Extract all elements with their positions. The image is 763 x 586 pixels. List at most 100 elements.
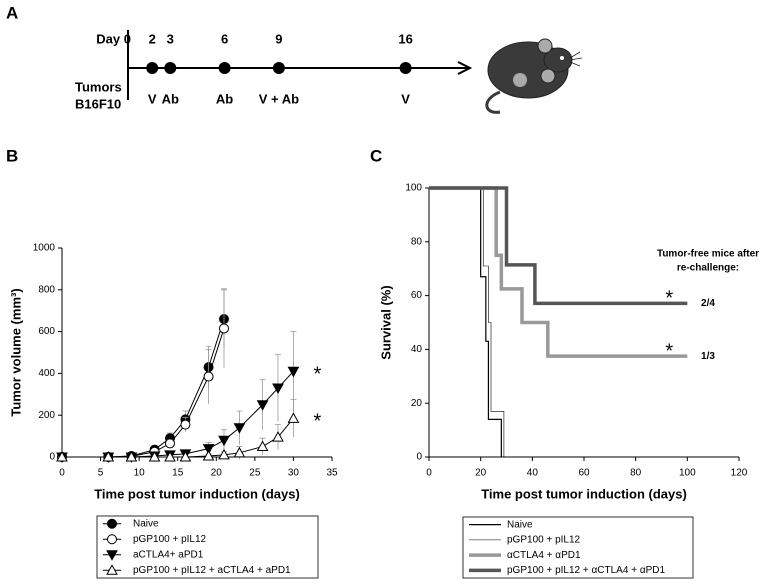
data-point [179,450,192,462]
y-tick-label: 0 [49,452,55,463]
event-label: V [148,91,157,106]
data-point [180,419,191,430]
legend-marker [107,518,117,529]
challenge-ratio: 2/4 [701,298,715,309]
event-dot [218,62,231,74]
event-day: 2 [149,31,156,46]
annotation-title: Tumor-free mice after [657,249,759,260]
tail [485,90,501,114]
x-tick-label: 100 [679,468,696,479]
panel-letter: A [6,3,18,22]
x-tick-label: 10 [134,468,146,479]
data-point [102,450,115,462]
data-point [287,366,300,378]
data-point [218,448,230,460]
data-point [219,323,229,334]
legend-label: pGP100 + pIL12 [133,534,207,545]
survival-curve [429,186,688,306]
legend-label: Naive [133,518,159,529]
legend-marker [107,534,117,545]
data-point [164,450,176,462]
event-label: Ab [216,91,233,106]
mouse-icon [485,38,583,114]
y-tick-label: 600 [38,326,55,337]
data-point [272,383,284,395]
annotation-title: re-challenge: [677,263,739,274]
data-point [256,440,269,452]
data-point [125,450,138,462]
survival-curve [429,187,502,457]
y-tick-label: 100 [405,183,422,194]
legend-box [462,516,694,579]
y-tick-label: 1000 [33,243,56,254]
ear [537,38,553,54]
legend-label: Naive [507,519,533,530]
x-axis-label: Time post tumor induction (days) [94,486,300,501]
x-tick-label: 20 [211,468,223,479]
ear [540,68,556,84]
whiskers [569,51,583,67]
event-day: 9 [275,31,282,46]
event-label: Ab [162,91,179,106]
x-tick-label: 5 [98,468,104,479]
significance-mark: * [665,288,673,310]
y-tick-label: 800 [38,284,55,295]
y-axis-label: Survival (%) [378,285,393,359]
y-tick-label: 40 [411,344,423,355]
x-tick-label: 0 [426,468,432,479]
data-point [165,438,175,449]
x-tick-label: 35 [326,468,338,479]
legend-marker [106,550,118,561]
data-point [202,444,215,455]
y-tick-label: 200 [38,410,55,421]
legend-label: αCTLA4 + αPD1 [507,550,581,561]
event-label: V + Ab [259,91,299,106]
y-tick-label: 60 [411,290,423,301]
x-tick-label: 120 [731,468,748,479]
legend-marker [106,564,118,575]
survival-curve [429,186,688,358]
y-tick-label: 400 [38,368,55,379]
data-point [203,371,214,382]
data-point [233,423,246,434]
legend-label: pGP100 + pIL12 [507,535,581,546]
y-tick-label: 0 [416,452,422,463]
timeline-arrow [457,61,473,75]
data-point [256,400,269,411]
panel-letter: B [6,146,18,165]
x-tick-label: 25 [249,468,261,479]
data-point [233,446,246,458]
row-label: Tumors [75,79,122,94]
data-point [202,449,215,461]
y-tick-label: 20 [411,398,423,409]
cell-line: B16F10 [75,96,121,111]
chart-panel: C 0 20 40 60 80 100 0 20 40 60 80 100 120 Time post tu… [370,146,759,579]
event-day: 3 [167,31,174,46]
event-label: V [401,91,410,106]
eye [560,56,564,60]
x-tick-label: 15 [172,468,184,479]
x-tick-label: 80 [630,468,642,479]
x-axis-label: Time post tumor induction (days) [481,486,687,501]
y-tick-label: 80 [411,236,423,247]
panel-letter: C [370,146,382,165]
timeline-events: 2 V 3 Ab 6 Ab 9 V + Ab 16 V [146,31,413,106]
y-axis-label: Tumor volume (mm³) [8,288,23,416]
spot [513,73,527,87]
legend-label: aCTLA4+ aPD1 [133,549,204,560]
significance-mark: * [314,364,322,386]
timeline-start-label: Day 0 [96,31,131,46]
legend-label: pGP100 + pIL12 + aCTLA4 + aPD1 [133,565,291,576]
data-point [56,450,68,462]
event-dot [272,62,285,74]
legend-box [96,515,319,579]
data-point [148,450,161,462]
survival-curve [429,187,505,457]
x-tick-label: 20 [475,468,487,479]
event-dot [164,62,177,74]
event-day: 6 [221,31,228,46]
legend-label: pGP100 + pIL12 + αCTLA4 + αPD1 [507,565,665,576]
x-tick-label: 0 [59,468,65,479]
data-point [218,435,230,447]
